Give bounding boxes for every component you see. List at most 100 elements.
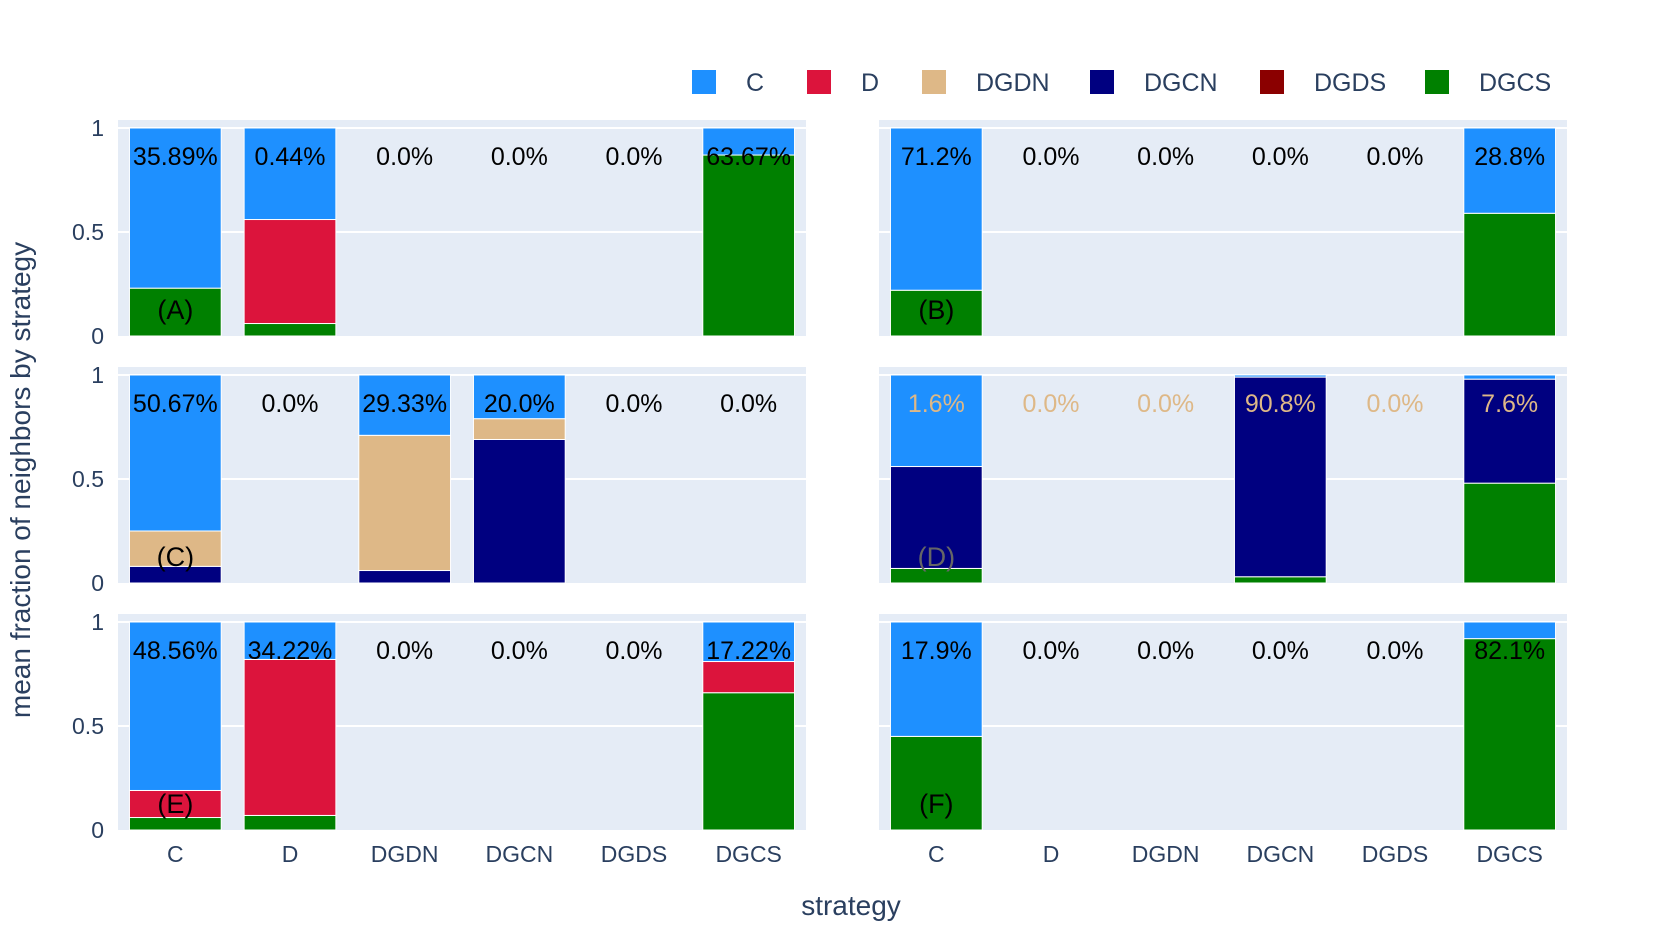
bar-segment-c — [243, 127, 337, 221]
bar-percent-label: 0.0% — [606, 637, 663, 665]
y-tick-label: 0 — [91, 817, 104, 843]
bar-percent-label: 0.0% — [262, 390, 319, 418]
legend-item-dgdn[interactable]: DGDN — [922, 69, 1050, 97]
y-tick-label: 1 — [91, 362, 104, 388]
legend-item-d[interactable]: D — [807, 69, 879, 97]
bar-segment-dgdn — [358, 434, 452, 572]
bar-percent-label: 50.67% — [133, 390, 218, 418]
bar-segment-dgcs — [1463, 638, 1557, 831]
y-tick-label: 0.5 — [72, 713, 104, 739]
bar-segment-dgcs — [889, 735, 983, 831]
y-tick-label: 0 — [91, 570, 104, 596]
x-tick-label: DGDS — [1362, 841, 1428, 867]
bar-segment-dgdn — [472, 418, 566, 440]
bar-segment-dgcs — [889, 289, 983, 337]
y-tick-label: 0.5 — [72, 219, 104, 245]
chart-panels: 0 0.5 1 35.89% 0.44% 0.0% 0.0% 0.0% 63.67% (A) 71.… — [72, 115, 1567, 867]
bar-segment-c — [889, 374, 983, 468]
bar-percent-label: 17.22% — [706, 637, 791, 665]
x-tick-label: DGDS — [601, 841, 667, 867]
bar-segment-c — [1233, 374, 1327, 378]
bar-segment-c — [702, 621, 796, 663]
bar-percent-label: 28.8% — [1474, 143, 1545, 171]
bar-segment-dgcs — [702, 154, 796, 337]
bar-segment-dgcs — [243, 814, 337, 831]
x-axis-title: strategy — [801, 890, 901, 921]
bar-percent-label: 0.0% — [606, 390, 663, 418]
bar-segment-dgcn — [358, 570, 452, 584]
bar-segment-dgcs — [1463, 212, 1557, 337]
legend-swatch-dgcs — [1425, 70, 1449, 94]
bar-percent-label: 0.0% — [1023, 143, 1080, 171]
bar-segment-c — [1463, 621, 1557, 640]
y-tick-label: 1 — [91, 609, 104, 635]
bar-percent-label: 48.56% — [133, 637, 218, 665]
bar-segment-c — [128, 374, 222, 532]
panel-label: (A) — [157, 295, 193, 325]
x-tick-label: DGCS — [1476, 841, 1542, 867]
bar-segment-d — [702, 661, 796, 694]
legend-label-dgdn: DGDN — [976, 69, 1050, 97]
bar-segment-dgcs — [1233, 576, 1327, 584]
legend-item-dgcn[interactable]: DGCN — [1090, 69, 1218, 97]
legend-item-c[interactable]: C — [692, 69, 764, 97]
legend-label-dgcs: DGCS — [1479, 69, 1551, 97]
panel-a: 0 0.5 1 35.89% 0.44% 0.0% 0.0% 0.0% 63.67% (A) — [72, 115, 806, 349]
x-tick-label: DGCN — [1246, 841, 1314, 867]
bar-segment-dgcs — [128, 287, 222, 337]
bar-segment-dgcs — [702, 692, 796, 831]
legend-label-dgds: DGDS — [1314, 69, 1386, 97]
bar-percent-label: 0.0% — [1023, 390, 1080, 418]
panel-f: 17.9% 0.0% 0.0% 0.0% 0.0% 82.1% (F) C D DGDN DGCN D… — [879, 614, 1567, 867]
x-tick-label: DGCS — [715, 841, 781, 867]
x-tick-label: C — [928, 841, 945, 867]
plot-area — [879, 614, 1567, 830]
panel-c: 0 0.5 1 50.67% 0.0% 29.33% 20.0% 0.0% 0.0% (C) — [72, 362, 806, 596]
legend-item-dgcs[interactable]: DGCS — [1425, 69, 1551, 97]
bar-segment-c — [358, 374, 452, 436]
legend-swatch-dgds — [1260, 70, 1284, 94]
bar-percent-label: 90.8% — [1245, 390, 1316, 418]
bar-segment-c — [1463, 374, 1557, 380]
bar-percent-label: 0.0% — [720, 390, 777, 418]
bar-percent-label: 0.0% — [376, 143, 433, 171]
x-tick-label: D — [282, 841, 299, 867]
legend-label-dgcn: DGCN — [1144, 69, 1218, 97]
panel-label: (E) — [157, 789, 193, 819]
bar-percent-label: 0.0% — [491, 143, 548, 171]
bar-percent-label: 0.0% — [606, 143, 663, 171]
legend-swatch-dgcn — [1090, 70, 1114, 94]
bar-percent-label: 7.6% — [1481, 390, 1538, 418]
panel-d: 1.6% 0.0% 0.0% 90.8% 0.0% 7.6% (D) — [879, 367, 1567, 585]
bar-segment-c — [128, 621, 222, 791]
plot-area — [879, 120, 1567, 336]
plot-area — [118, 367, 806, 583]
bar-segment-c — [472, 374, 566, 420]
legend-swatch-dgdn — [922, 70, 946, 94]
bar-percent-label: 82.1% — [1474, 637, 1545, 665]
bar-segment-c — [702, 127, 796, 156]
x-tick-label: DGDN — [1132, 841, 1200, 867]
chart-legend[interactable]: C D DGDN DGCN DGDS DGCS — [692, 69, 1551, 97]
bar-segment-dgcn — [889, 466, 983, 569]
bar-percent-label: 0.0% — [1367, 637, 1424, 665]
bar-segment-dgcs — [1463, 482, 1557, 584]
bar-percent-label: 71.2% — [901, 143, 972, 171]
bar-segment-dgcs — [243, 323, 337, 337]
bar-percent-label: 29.33% — [362, 390, 447, 418]
panel-b: 71.2% 0.0% 0.0% 0.0% 0.0% 28.8% (B) — [879, 120, 1567, 338]
legend-swatch-c — [692, 70, 716, 94]
legend-label-c: C — [746, 69, 764, 97]
bar-percent-label: 0.44% — [255, 143, 326, 171]
y-tick-label: 0.5 — [72, 466, 104, 492]
legend-item-dgds[interactable]: DGDS — [1260, 69, 1386, 97]
panel-label: (F) — [919, 789, 953, 819]
bar-percent-label: 1.6% — [908, 390, 965, 418]
panel-e: 0 0.5 1 48.56% 34.22% 0.0% 0.0% 0.0% 17.22% (E) C D… — [72, 609, 806, 867]
plot-area — [118, 614, 806, 830]
bar-percent-label: 0.0% — [1137, 390, 1194, 418]
bar-segment-dgdn — [128, 530, 222, 567]
legend-swatch-d — [807, 70, 831, 94]
x-tick-label: DGCN — [485, 841, 553, 867]
x-tick-label: D — [1043, 841, 1060, 867]
